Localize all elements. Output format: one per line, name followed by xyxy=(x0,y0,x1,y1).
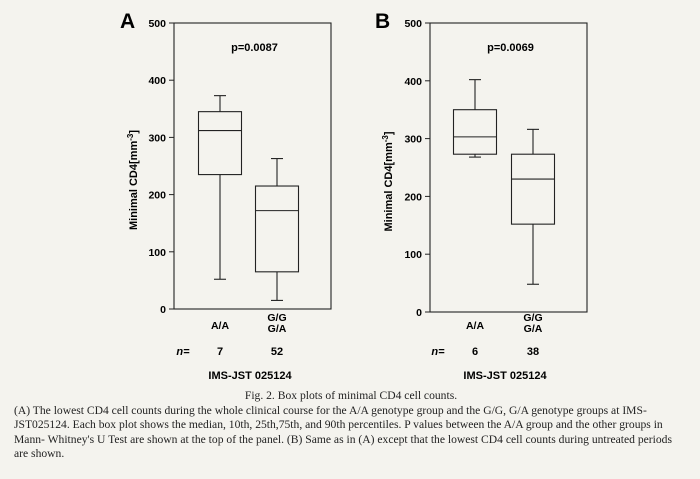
figure-caption: Fig. 2. Box plots of minimal CD4 cell co… xyxy=(14,389,688,462)
caption-body: (A) The lowest CD4 cell counts during th… xyxy=(14,403,672,461)
n-count: 38 xyxy=(527,346,539,358)
iqr-box xyxy=(510,153,556,225)
n-prefix: n= xyxy=(176,346,190,358)
n-count: 7 xyxy=(217,346,223,358)
y-tick-label: 400 xyxy=(148,75,166,87)
y-tick-label: 500 xyxy=(404,18,422,30)
y-tick-label: 0 xyxy=(160,304,166,316)
p-value-annotation: p=0.0069 xyxy=(487,42,534,54)
n-prefix: n= xyxy=(431,346,445,358)
plot-frame xyxy=(429,22,588,313)
category-label: A/A xyxy=(211,320,230,332)
caption-title: Fig. 2. Box plots of minimal CD4 cell co… xyxy=(244,389,458,402)
box-group-1: A/A 7 xyxy=(197,95,243,358)
plot-frame xyxy=(173,22,332,310)
iqr-box xyxy=(197,111,243,176)
y-tick-label: 400 xyxy=(404,76,422,88)
panel-subtitle: IMS-JST 025124 xyxy=(463,370,547,382)
y-tick-label: 200 xyxy=(148,190,166,202)
box-plot-figure: A 0 100 200 300 400 500 Minimal CD4[mm-3] p=0.00… xyxy=(120,10,588,382)
panel-b: B 0 100 200 300 400 500 Minimal CD4[mm-3] p=0.00… xyxy=(375,10,588,382)
y-tick-label: 100 xyxy=(148,247,166,259)
panel-letter: A xyxy=(120,10,135,33)
n-count: 52 xyxy=(271,346,283,358)
panel-subtitle: IMS-JST 025124 xyxy=(208,370,292,382)
box-group-1: A/A 6 xyxy=(452,79,498,358)
y-axis-label: Minimal CD4[mm-3] xyxy=(126,130,140,230)
y-axis-label: Minimal CD4[mm-3] xyxy=(381,131,395,231)
y-tick-label: 0 xyxy=(416,307,422,319)
category-label: G/A xyxy=(524,323,543,335)
iqr-box xyxy=(452,109,498,155)
panel-letter: B xyxy=(375,10,390,33)
p-value-annotation: p=0.0087 xyxy=(231,42,278,54)
y-tick-label: 300 xyxy=(404,134,422,146)
category-label: G/G xyxy=(523,312,542,324)
iqr-box xyxy=(254,185,300,273)
category-label: G/G xyxy=(267,312,286,324)
y-tick-label: 300 xyxy=(148,132,166,144)
box-group-2: G/GG/A 52 xyxy=(254,158,300,358)
y-tick-label: 100 xyxy=(404,249,422,261)
category-label: A/A xyxy=(466,320,485,332)
box-group-2: G/GG/A 38 xyxy=(510,128,556,358)
y-tick-label: 200 xyxy=(404,191,422,203)
category-label: G/A xyxy=(268,323,287,335)
panel-a: A 0 100 200 300 400 500 Minimal CD4[mm-3] p=0.00… xyxy=(120,10,332,382)
n-count: 6 xyxy=(472,346,478,358)
y-tick-label: 500 xyxy=(148,18,166,30)
